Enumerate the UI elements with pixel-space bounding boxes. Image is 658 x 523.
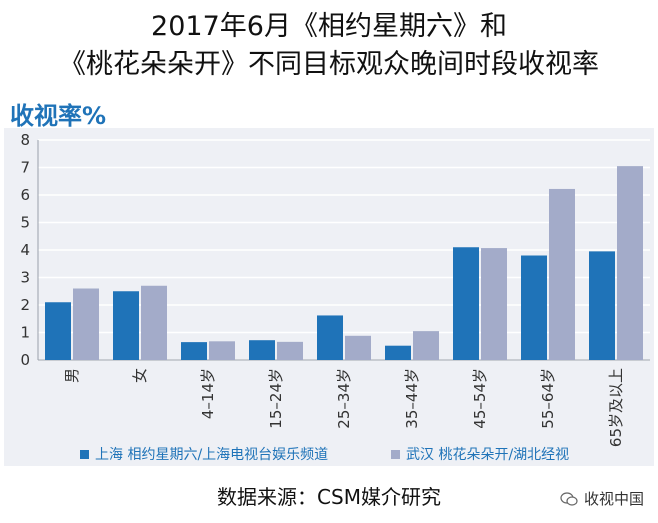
- legend-label-shanghai: 上海 相约星期六/上海电视台娱乐频道: [95, 447, 329, 463]
- bar-wuhan: [413, 331, 439, 360]
- legend: 上海 相约星期六/上海电视台娱乐频道 武汉 桃花朵朵开/湖北经视: [4, 438, 654, 466]
- bar-wuhan: [209, 341, 235, 360]
- bar-wuhan: [277, 341, 303, 360]
- bar-shanghai: [249, 340, 275, 360]
- wechat-icon: [560, 491, 578, 506]
- bar-wuhan: [549, 188, 575, 360]
- bar-shanghai: [317, 315, 343, 360]
- x-tick-label: 15–24岁: [267, 368, 285, 429]
- y-tick-label: 3: [20, 269, 30, 287]
- y-tick-label: 5: [20, 214, 30, 232]
- legend-swatch-shanghai: [80, 449, 89, 459]
- x-tick-label: 35–44岁: [403, 368, 421, 429]
- x-tick-label: 55–64岁: [539, 368, 557, 429]
- chart-title-line-1: 2017年6月《相约星期六》和: [151, 11, 507, 42]
- y-tick-label: 6: [20, 186, 30, 204]
- legend-label-wuhan: 武汉 桃花朵朵开/湖北经视: [406, 447, 570, 463]
- y-tick-label: 8: [20, 131, 30, 149]
- y-tick-label: 1: [20, 324, 30, 342]
- legend-swatch-wuhan: [391, 449, 400, 459]
- x-tick-label: 男: [63, 368, 81, 383]
- x-tick-label: 女: [131, 368, 149, 383]
- bar-wuhan: [481, 248, 507, 360]
- chart-title-line-2: 《桃花朵朵开》不同目标观众晚间时段收视率: [59, 49, 599, 80]
- y-tick-label: 4: [20, 241, 30, 259]
- x-tick-label: 4–14岁: [199, 368, 217, 419]
- bar-shanghai: [45, 302, 71, 360]
- bar-shanghai: [181, 342, 207, 360]
- plot-panel: 0 1 2 3 4 5 6 7 8 男 女 4–14岁 15–24岁 25–34岁 35–44岁 45–54岁…: [4, 128, 654, 466]
- x-tick-label: 25–34岁: [335, 368, 353, 429]
- y-tick-label: 7: [20, 159, 30, 177]
- bar-wuhan: [617, 166, 643, 360]
- legend-item-shanghai: 上海 相约星期六/上海电视台娱乐频道: [80, 444, 328, 464]
- x-tick-label: 45–54岁: [471, 368, 489, 429]
- bar-shanghai: [113, 291, 139, 360]
- bar-wuhan: [141, 285, 167, 360]
- x-tick-label: 65岁及以上: [607, 368, 625, 447]
- bar-shanghai: [453, 247, 479, 360]
- watermark-text: 收视中国: [583, 490, 644, 508]
- bar-chart: 0 1 2 3 4 5 6 7 8 男 女 4–14岁 15–24岁 25–34岁 35–44岁 45–54岁…: [20, 131, 650, 447]
- legend-item-wuhan: 武汉 桃花朵朵开/湖北经视: [391, 444, 569, 464]
- bar-shanghai: [385, 345, 411, 360]
- bar-wuhan: [73, 288, 99, 360]
- y-tick-label: 0: [20, 351, 30, 369]
- data-source: 数据来源：CSM媒介研究: [217, 485, 441, 509]
- y-tick-label: 2: [20, 296, 30, 314]
- bar-shanghai: [521, 255, 547, 360]
- watermark: 收视中国: [560, 488, 644, 509]
- bar-wuhan: [345, 335, 371, 360]
- bar-shanghai: [589, 251, 615, 360]
- y-axis-label: 收视率%: [10, 102, 107, 130]
